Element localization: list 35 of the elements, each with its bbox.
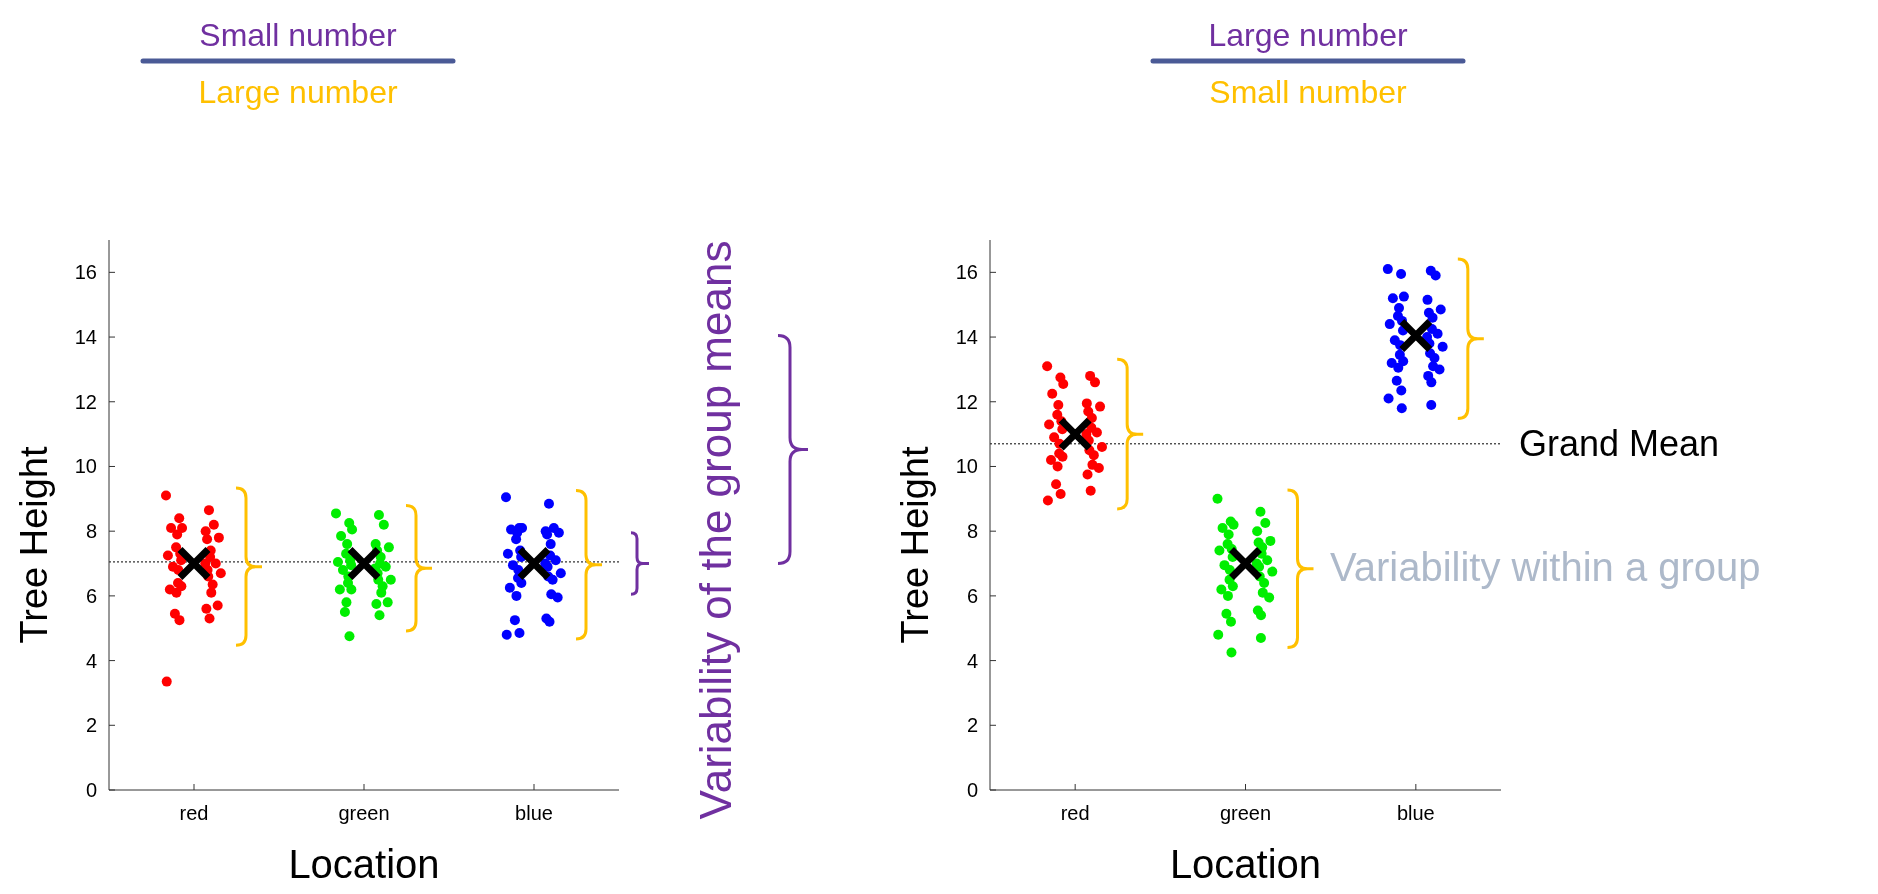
x-tick-label: blue bbox=[515, 802, 553, 824]
y-tick-label: 0 bbox=[85, 779, 97, 801]
y-tick-label: 16 bbox=[74, 261, 97, 284]
y-axis-title: Tree Height bbox=[894, 446, 936, 644]
y-tick-label: 2 bbox=[85, 714, 97, 737]
y-tick-label: 4 bbox=[85, 649, 97, 672]
y-tick-label: 12 bbox=[955, 390, 978, 413]
y-tick-label: 8 bbox=[85, 520, 97, 543]
y-tick-label: 2 bbox=[966, 714, 978, 737]
x-tick-label: red bbox=[1060, 802, 1090, 824]
y-axis-title: Tree Height bbox=[13, 446, 55, 644]
y-tick-label: 14 bbox=[74, 326, 97, 349]
x-tick-label: blue bbox=[1396, 802, 1435, 824]
annotation: Variability within a group bbox=[1330, 544, 1761, 589]
x-axis-title: Location bbox=[288, 842, 440, 886]
text: Small number bbox=[199, 17, 398, 53]
x-tick-label: red bbox=[179, 802, 209, 824]
y-tick-label: 4 bbox=[966, 649, 978, 672]
y-tick-label: 0 bbox=[966, 779, 978, 801]
ref-line-label: Grand Mean bbox=[1519, 422, 1720, 464]
x-axis-title: Location bbox=[1169, 842, 1322, 886]
text: Large number bbox=[1208, 17, 1408, 53]
text: Variability of the group means bbox=[691, 240, 740, 820]
y-tick-label: 10 bbox=[74, 455, 97, 478]
x-tick-label: green bbox=[1219, 802, 1272, 824]
y-tick-label: 6 bbox=[966, 584, 978, 607]
text: Small number bbox=[1209, 74, 1408, 110]
y-tick-label: 10 bbox=[955, 455, 978, 478]
y-tick-label: 8 bbox=[966, 520, 978, 543]
y-tick-label: 14 bbox=[955, 326, 978, 349]
x-tick-label: green bbox=[338, 802, 390, 824]
y-tick-label: 16 bbox=[955, 261, 978, 284]
y-tick-label: 12 bbox=[74, 390, 97, 413]
y-tick-label: 6 bbox=[85, 584, 97, 607]
text: Large number bbox=[198, 74, 398, 110]
